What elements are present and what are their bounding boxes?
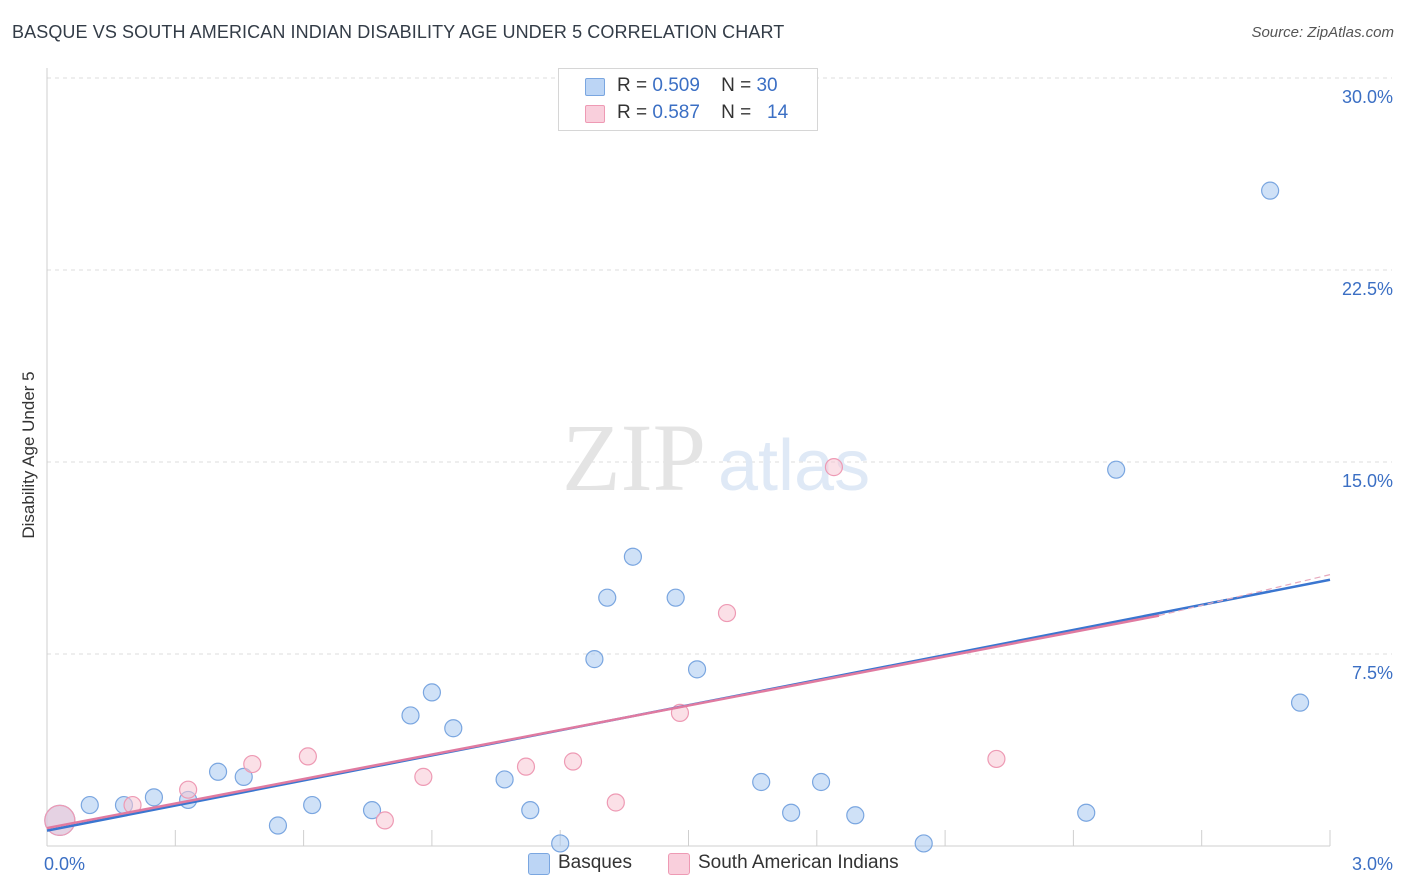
south-american-indians-point bbox=[516, 757, 536, 776]
series-swatch-south-american-indians bbox=[668, 853, 690, 875]
series-label-basques: Basques bbox=[558, 852, 632, 873]
y-tick-label: 22.5% bbox=[1342, 279, 1393, 299]
y-tick-label: 30.0% bbox=[1342, 87, 1393, 107]
legend-r-label: R = bbox=[617, 75, 648, 96]
legend-n-label: N = bbox=[721, 75, 752, 96]
chart-title: BASQUE VS SOUTH AMERICAN INDIAN DISABILI… bbox=[12, 22, 785, 42]
south-american-indians-point bbox=[824, 458, 844, 477]
basques-point bbox=[362, 801, 382, 820]
y-tick-labels: 7.5% 15.0% 22.5% 30.0% bbox=[1342, 87, 1393, 683]
basques-point bbox=[1077, 803, 1096, 822]
basques-point bbox=[495, 770, 514, 789]
x-tick-label: 0.0% bbox=[44, 854, 85, 874]
y-tick-label: 7.5% bbox=[1352, 663, 1393, 683]
basques-point bbox=[1107, 460, 1126, 479]
legend-n-value: 30 bbox=[756, 75, 778, 96]
basques-point bbox=[422, 683, 441, 702]
basques-point bbox=[551, 834, 570, 853]
legend-r-label: R = bbox=[617, 102, 648, 123]
south-american-indians-point bbox=[375, 811, 394, 830]
basques-point bbox=[1261, 181, 1280, 200]
basques-point bbox=[80, 795, 99, 815]
south-american-indians-point bbox=[987, 749, 1006, 769]
basques-point bbox=[666, 588, 685, 607]
basques-point bbox=[144, 788, 164, 807]
basques-point bbox=[208, 762, 228, 781]
basques-point bbox=[268, 816, 288, 835]
legend-swatch-south-american-indians bbox=[585, 105, 605, 123]
south-american-indians-point bbox=[717, 603, 737, 623]
watermark-zip: ZIP bbox=[562, 404, 706, 511]
legend-n-label: N = bbox=[721, 102, 752, 123]
y-axis-label: Disability Age Under 5 bbox=[19, 371, 38, 538]
legend-n-value: 14 bbox=[767, 102, 789, 123]
legend-swatch-basques bbox=[585, 78, 605, 96]
south-american-indians-point bbox=[606, 793, 625, 812]
basques-point bbox=[1290, 693, 1310, 712]
basques-point bbox=[444, 719, 463, 738]
south-american-indians-point bbox=[243, 754, 262, 774]
basques-point bbox=[598, 588, 617, 607]
correlation-legend: R = 0.509 N = 30 R = 0.587 N = 14 bbox=[558, 68, 818, 131]
grid-lines bbox=[47, 77, 1392, 655]
basques-point bbox=[401, 706, 420, 725]
x-tick-label: 3.0% bbox=[1352, 854, 1393, 874]
south-american-indians-trend-line bbox=[46, 614, 1160, 830]
basques-point bbox=[623, 547, 643, 566]
basques-point bbox=[811, 772, 831, 792]
basques-point bbox=[687, 660, 707, 679]
basques-point bbox=[752, 772, 771, 792]
data-points bbox=[44, 181, 1310, 853]
watermark-atlas: atlas bbox=[718, 426, 870, 506]
basques-point bbox=[303, 795, 322, 815]
legend-r-value: 0.509 bbox=[652, 75, 700, 96]
series-swatch-basques bbox=[528, 853, 550, 875]
legend-r-value: 0.587 bbox=[652, 102, 700, 123]
south-american-indians-point bbox=[414, 767, 433, 786]
source-label: Source: ZipAtlas.com bbox=[1251, 24, 1394, 41]
x-tick-labels: 0.0% 3.0% bbox=[44, 854, 1393, 874]
basques-point bbox=[521, 801, 540, 820]
basques-point bbox=[914, 834, 933, 853]
basques-point bbox=[234, 767, 253, 786]
basques-point bbox=[846, 806, 865, 825]
south-american-indians-point bbox=[563, 752, 583, 771]
y-tick-label: 15.0% bbox=[1342, 471, 1393, 491]
south-american-indians-point bbox=[179, 780, 198, 799]
basques-point bbox=[585, 650, 604, 669]
watermark: ZIP atlas bbox=[562, 404, 870, 511]
trend-lines bbox=[46, 574, 1331, 832]
south-american-indians-point bbox=[298, 747, 317, 766]
series-label-south-american-indians: South American Indians bbox=[698, 852, 899, 873]
basques-point bbox=[782, 803, 801, 822]
